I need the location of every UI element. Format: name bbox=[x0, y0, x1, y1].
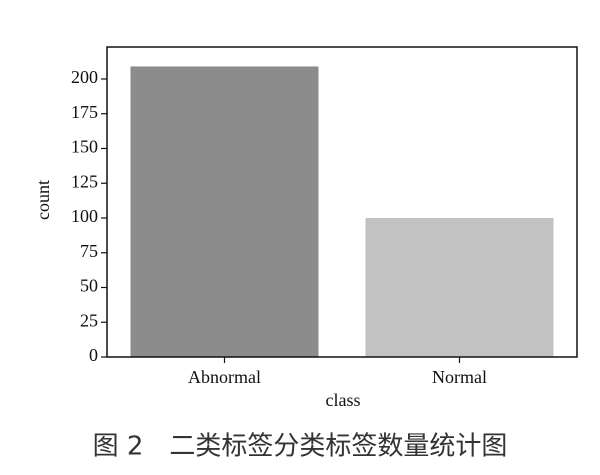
plot-frame bbox=[106, 46, 578, 358]
y-tick-label: 150 bbox=[71, 137, 98, 157]
bar bbox=[365, 217, 554, 357]
y-tick-label: 125 bbox=[71, 171, 98, 191]
x-tick-label: Normal bbox=[432, 367, 487, 387]
y-tick-label: 25 bbox=[80, 310, 98, 330]
y-axis-label: count bbox=[33, 180, 53, 220]
caption: 图 2 二类标签分类标签数量统计图 bbox=[93, 432, 508, 462]
x-tick-label: Abnormal bbox=[188, 367, 261, 387]
y-tick-label: 0 bbox=[89, 345, 98, 365]
y-tick-label: 75 bbox=[80, 241, 98, 261]
y-tick-label: 50 bbox=[80, 276, 98, 296]
bar bbox=[130, 66, 319, 357]
y-tick-label: 175 bbox=[71, 102, 98, 122]
y-tick-label: 200 bbox=[71, 67, 98, 87]
x-axis-label: class bbox=[326, 390, 361, 410]
y-tick-label: 100 bbox=[71, 206, 98, 226]
